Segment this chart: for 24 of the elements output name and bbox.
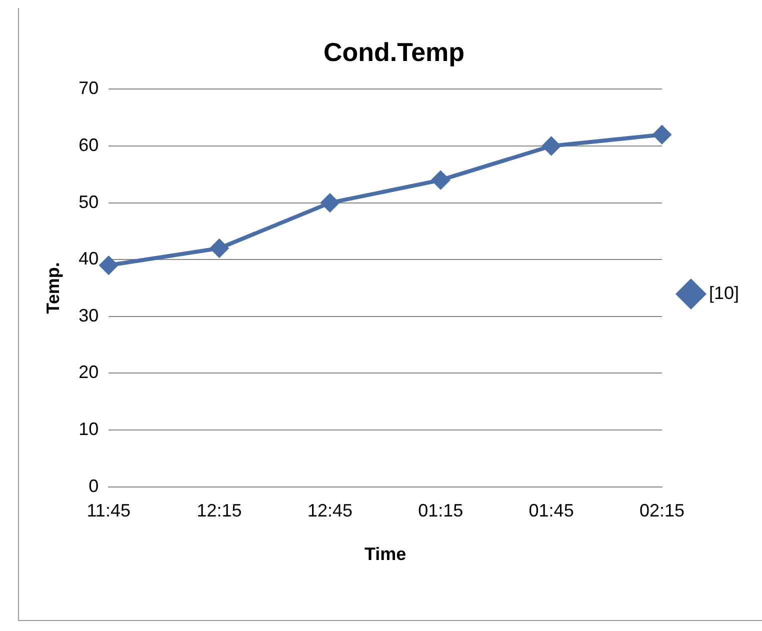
x-tick-label: 02:15 — [639, 500, 684, 521]
y-tick-label: 30 — [78, 305, 99, 326]
y-tick-label: 10 — [78, 418, 99, 439]
legend-label: [10] — [708, 282, 740, 303]
y-tick-label: 20 — [78, 362, 99, 382]
x-tick-label: 12:15 — [196, 500, 242, 521]
point — [652, 126, 671, 144]
point — [542, 137, 560, 155]
x-tick-label: 11:45 — [86, 500, 130, 521]
y-tick-label: 0 — [88, 476, 99, 496]
y-tick-label: 60 — [78, 134, 99, 155]
y-axis-title: Temp. — [42, 262, 63, 314]
y-tick-label: 70 — [78, 78, 99, 98]
point — [100, 256, 118, 274]
chart-title: Cond.Temp — [323, 36, 465, 67]
y-tick-label: 40 — [78, 248, 99, 269]
x-tick-label: 01:15 — [418, 500, 464, 521]
x-axis-title: Time — [364, 544, 406, 564]
point — [320, 194, 339, 212]
point — [432, 171, 450, 190]
point — [210, 239, 228, 258]
x-tick-label: 12:45 — [307, 500, 352, 521]
x-tick-label: 01:45 — [528, 500, 574, 521]
y-tick-label: 50 — [78, 192, 99, 212]
